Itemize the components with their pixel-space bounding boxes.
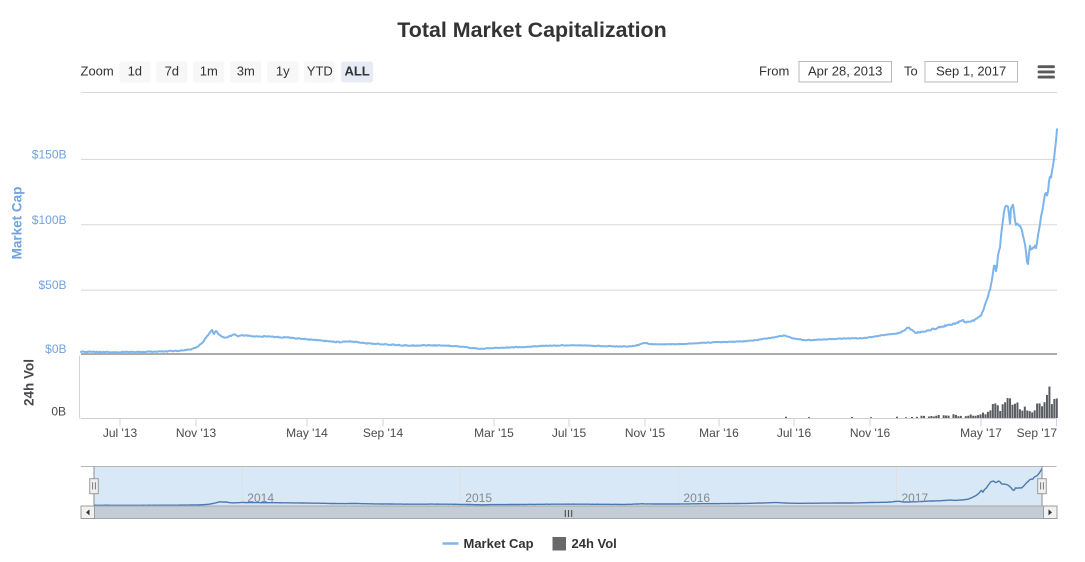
svg-text:From: From — [759, 63, 789, 78]
svg-text:$0B: $0B — [45, 342, 66, 356]
svg-text:ALL: ALL — [344, 63, 369, 78]
svg-text:Nov '16: Nov '16 — [850, 426, 891, 440]
svg-text:Apr 28, 2013: Apr 28, 2013 — [808, 63, 882, 78]
svg-text:1m: 1m — [200, 63, 218, 78]
svg-text:Market Cap: Market Cap — [10, 187, 25, 260]
svg-text:7d: 7d — [165, 63, 179, 78]
svg-text:YTD: YTD — [307, 63, 333, 78]
svg-text:0B: 0B — [51, 405, 66, 419]
svg-text:Mar '16: Mar '16 — [699, 426, 739, 440]
svg-text:2017: 2017 — [902, 491, 929, 505]
svg-text:Sep '14: Sep '14 — [363, 426, 404, 440]
svg-text:Mar '15: Mar '15 — [474, 426, 514, 440]
svg-text:May '14: May '14 — [286, 426, 328, 440]
svg-text:3m: 3m — [237, 63, 255, 78]
svg-text:May '17: May '17 — [960, 426, 1002, 440]
svg-text:Jul '16: Jul '16 — [777, 426, 812, 440]
svg-text:Market Cap: Market Cap — [464, 536, 534, 551]
svg-text:$100B: $100B — [32, 213, 67, 227]
svg-text:24h Vol: 24h Vol — [22, 359, 37, 406]
svg-text:Total Market Capitalization: Total Market Capitalization — [397, 18, 666, 42]
svg-text:2014: 2014 — [247, 491, 274, 505]
svg-text:Sep '17: Sep '17 — [1017, 426, 1058, 440]
svg-text:24h Vol: 24h Vol — [572, 536, 617, 551]
svg-text:Nov '13: Nov '13 — [176, 426, 217, 440]
svg-text:Jul '15: Jul '15 — [552, 426, 587, 440]
svg-text:$150B: $150B — [32, 147, 67, 161]
svg-text:Jul '13: Jul '13 — [103, 426, 138, 440]
svg-text:2015: 2015 — [465, 491, 492, 505]
svg-text:To: To — [904, 63, 918, 78]
svg-text:1y: 1y — [276, 63, 290, 78]
svg-text:Nov '15: Nov '15 — [625, 426, 666, 440]
svg-text:1d: 1d — [128, 63, 142, 78]
svg-text:2016: 2016 — [683, 491, 710, 505]
svg-text:Zoom: Zoom — [81, 63, 114, 78]
svg-text:Sep 1, 2017: Sep 1, 2017 — [936, 63, 1006, 78]
svg-text:$50B: $50B — [38, 278, 66, 292]
